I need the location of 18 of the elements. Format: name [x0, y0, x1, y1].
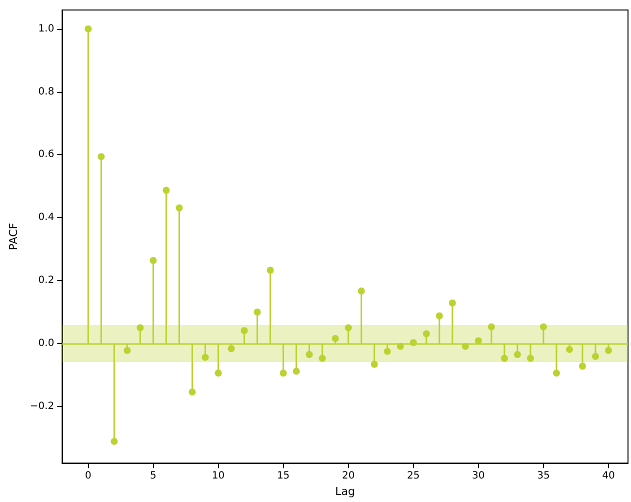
- x-tick-label: 15: [276, 470, 290, 482]
- x-tick-label: 35: [537, 470, 550, 482]
- y-tick-label: 0.8: [38, 86, 54, 98]
- x-tick-label: 0: [85, 470, 92, 482]
- x-axis-title: Lag: [335, 485, 356, 498]
- y-tick-label: 1.0: [38, 23, 54, 34]
- y-tick-label: 0.0: [38, 338, 54, 350]
- x-tick-label: 10: [212, 470, 225, 482]
- y-axis-title: PACF: [7, 222, 20, 250]
- y-tick-label: 0.2: [38, 275, 54, 286]
- y-tick-label: −0.2: [30, 400, 54, 412]
- y-tick-label: 0.4: [38, 212, 54, 224]
- x-tick-label: 5: [150, 470, 156, 482]
- x-tick-label: 25: [407, 470, 420, 482]
- x-tick-label: 40: [602, 470, 615, 482]
- y-tick-label: 0.6: [38, 149, 54, 160]
- x-tick-label: 30: [472, 470, 485, 482]
- x-tick-label: 20: [342, 470, 355, 482]
